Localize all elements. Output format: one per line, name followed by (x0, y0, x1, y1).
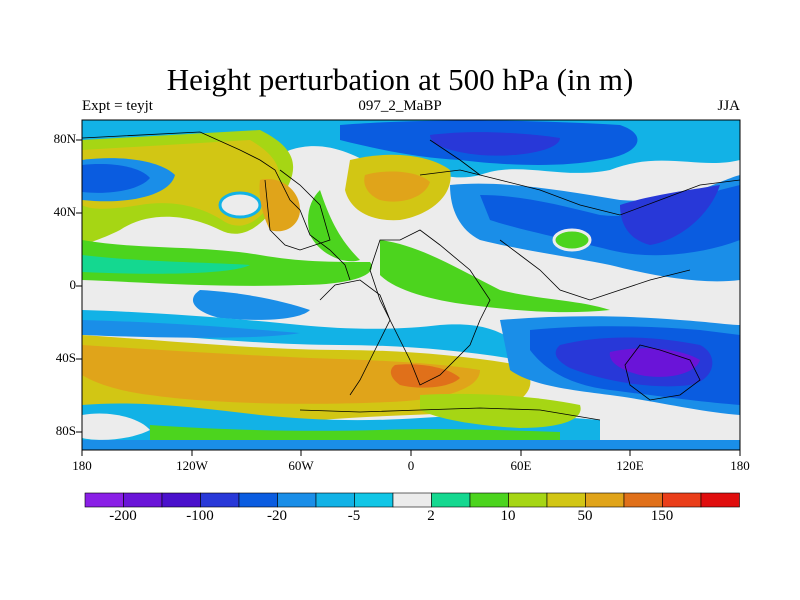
colorbar-swatch (585, 492, 625, 508)
run-label: 097_2_MaBP (358, 98, 442, 114)
colorbar-swatch (700, 492, 740, 508)
colorbar-label: -20 (267, 508, 287, 524)
lon-tick-label: 180 (730, 458, 750, 473)
colorbar-label: -200 (109, 508, 137, 524)
colorbar-swatch (431, 492, 471, 508)
colorbar-swatch (277, 492, 317, 508)
lon-tick-label: 60E (510, 458, 532, 473)
colorbar-label: 150 (650, 508, 674, 524)
lon-tick-label: 60W (288, 458, 314, 473)
lat-tick-label: 80S (55, 423, 76, 438)
colorbar-swatch (546, 492, 586, 508)
axis-ticks (76, 139, 741, 456)
season-label: JJA (717, 98, 740, 114)
colorbar (84, 492, 740, 508)
lat-tick-label: 80N (53, 131, 76, 146)
lon-tick-label: 0 (407, 458, 415, 473)
colorbar-swatch (238, 492, 278, 508)
colorbar-swatch (161, 492, 201, 508)
colorbar-label: 50 (577, 508, 593, 524)
lat-tick-label: 40N (53, 204, 76, 219)
experiment-label: Expt = teyjt (82, 98, 153, 114)
colorbar-label: 10 (500, 508, 516, 524)
colorbar-label: 2 (427, 508, 435, 524)
colorbar-swatch (354, 492, 394, 508)
contour-field (82, 120, 740, 450)
colorbar-swatch (508, 492, 548, 508)
colorbar-swatch (315, 492, 355, 508)
colorbar-swatch (623, 492, 663, 508)
lat-tick-label: 40S (55, 350, 76, 365)
coastlines (82, 131, 740, 421)
lon-tick-label: 120W (176, 458, 208, 473)
colorbar-label: -100 (186, 508, 214, 524)
colorbar-swatch (662, 492, 702, 508)
lat-tick-label: 0 (69, 277, 77, 292)
colorbar-swatch (392, 492, 432, 508)
colorbar-swatch (84, 492, 124, 508)
lon-tick-label: 120E (616, 458, 644, 473)
figure-title: Height perturbation at 500 hPa (in m) (166, 62, 634, 97)
colorbar-swatch (200, 492, 240, 508)
colorbar-swatch (469, 492, 509, 508)
colorbar-swatch (123, 492, 163, 508)
lon-tick-label: 180 (72, 458, 92, 473)
colorbar-label: -5 (347, 508, 361, 524)
